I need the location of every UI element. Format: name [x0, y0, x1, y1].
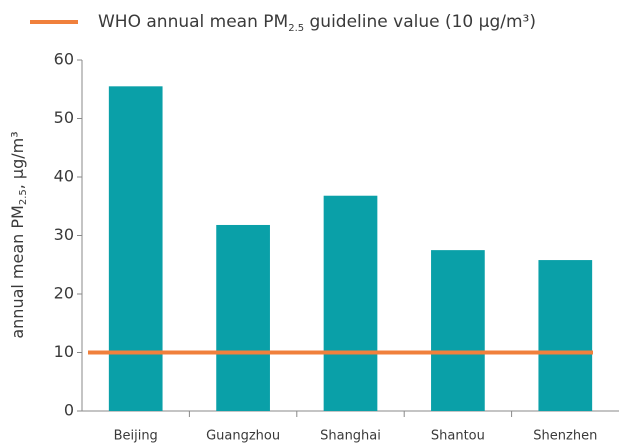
y-tick-label: 50 — [54, 108, 74, 127]
legend-text: WHO annual mean PM — [98, 12, 288, 32]
y-label-text: annual mean PM — [8, 205, 27, 338]
legend-rest: guideline value (10 µg/m³) — [304, 12, 536, 32]
bar — [538, 260, 593, 411]
x-tick-label: Shantou — [431, 429, 485, 444]
y-label-sub: 2.5 — [18, 189, 29, 205]
y-tick-label: 20 — [54, 284, 74, 303]
y-axis-label: annual mean PM2.5, µg/m³ — [8, 131, 30, 338]
bar — [216, 224, 270, 411]
x-tick-label: Beijing — [114, 429, 158, 444]
y-tick-label: 0 — [64, 401, 74, 420]
y-tick-label: 10 — [54, 342, 74, 361]
y-label-rest: , µg/m³ — [8, 131, 27, 189]
legend-label: WHO annual mean PM2.5 guideline value (1… — [98, 12, 536, 34]
y-tick-label: 60 — [54, 50, 74, 69]
x-tick-label: Guangzhou — [206, 429, 280, 444]
bar — [431, 250, 485, 411]
x-tick-label: Shenzhen — [533, 429, 597, 444]
legend-sub: 2.5 — [288, 23, 304, 34]
bar — [108, 86, 163, 411]
bar — [323, 195, 378, 411]
y-tick-label: 30 — [54, 225, 74, 244]
y-tick-label: 40 — [54, 167, 74, 186]
x-tick-label: Shanghai — [320, 429, 381, 444]
